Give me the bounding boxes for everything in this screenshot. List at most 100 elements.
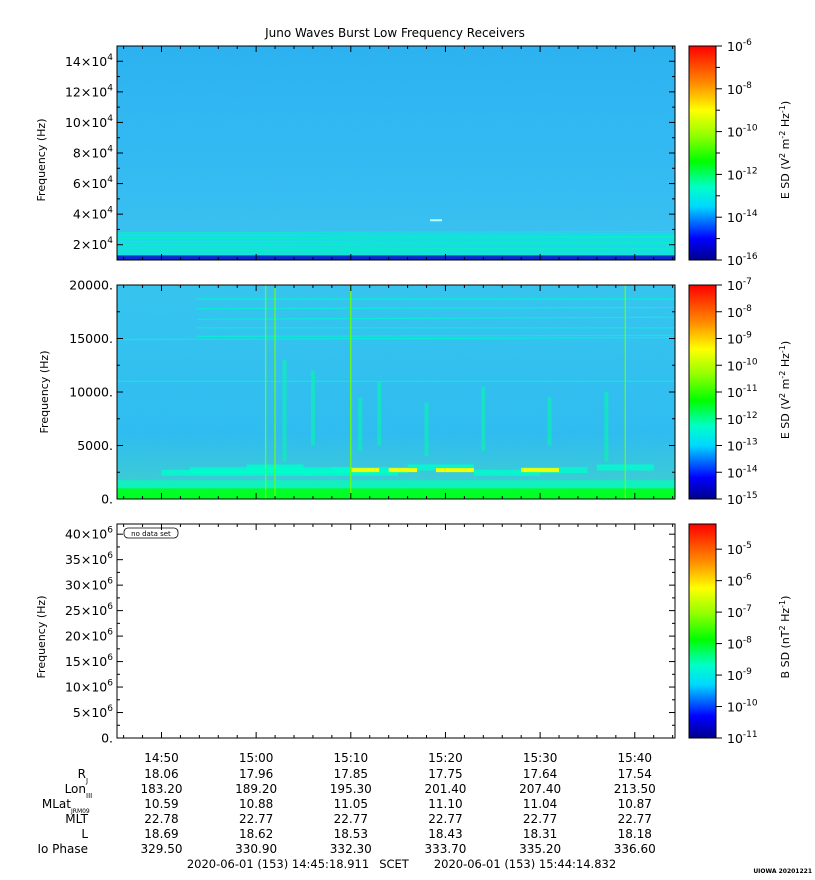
ephemeris-row-label: Io Phase <box>37 842 88 856</box>
ephemeris-value: 22.77 <box>239 812 273 826</box>
middle-vertical-streak <box>481 386 486 451</box>
ephemeris-value: 333.70 <box>424 842 466 856</box>
ephemeris-value: 10.59 <box>144 797 178 811</box>
y-tick-label: 14×104 <box>65 53 113 69</box>
footer-start-time: 2020-06-01 (153) 14:45:18.911 <box>187 857 369 871</box>
top-band-line <box>117 249 675 252</box>
ephemeris-value: 22.77 <box>334 812 368 826</box>
ephemeris-value: 17.75 <box>428 767 462 781</box>
colorbar-top-scale <box>688 45 717 261</box>
middle-spectrogram-noise <box>117 285 675 499</box>
colorbar-tick-label: 10-11 <box>727 730 758 746</box>
ephemeris-value: 18.69 <box>144 827 178 841</box>
colorbar-tick-label: 10-13 <box>727 438 758 454</box>
middle-vertical-streak <box>604 392 609 462</box>
middle-tone-line <box>196 316 675 320</box>
ephemeris-value: 17.64 <box>523 767 557 781</box>
ephemeris-row-label: L <box>81 827 88 841</box>
y-tick-label: 40×106 <box>65 526 113 542</box>
middle-low-band <box>117 488 675 499</box>
colorbar-bottom-label: B SD (nT2 Hz-1) <box>778 596 792 679</box>
top-band-line <box>117 237 675 240</box>
colorbar-tick-label: 10-14 <box>727 209 758 225</box>
colorbar-tick-label: 10-12 <box>727 411 758 427</box>
ephemeris-row-label: Lon <box>65 782 86 796</box>
top-band-line <box>117 247 675 250</box>
ephemeris-value: 18.53 <box>334 827 368 841</box>
ephemeris-value: 11.05 <box>334 797 368 811</box>
y-tick-label: 10×104 <box>65 114 113 130</box>
middle-emission-burst <box>521 468 560 473</box>
colorbar-tick-label: 10-9 <box>727 667 752 683</box>
ephemeris-row-label: MLT <box>65 812 88 826</box>
middle-emission-band <box>473 469 541 476</box>
middle-emission-burst <box>350 468 380 473</box>
x-tick-label: 15:10 <box>334 751 369 765</box>
top-band-line <box>117 241 675 244</box>
y-tick-label: 8×104 <box>73 145 113 161</box>
ephemeris-row-sub: JRM09 <box>70 808 90 815</box>
top-low-trough <box>117 255 675 260</box>
y-tick-label: 5×106 <box>73 704 113 720</box>
middle-emission-burst <box>388 468 418 473</box>
ephemeris-value: 329.50 <box>140 842 182 856</box>
bottom-y-axis: 40×106 35×106 30×106 25×106 20×106 15×106 10×1… <box>65 526 675 746</box>
figure-title: Juno Waves Burst Low Frequency Receivers <box>264 26 525 40</box>
y-tick-label: 15×106 <box>65 653 113 669</box>
colorbar-tick-label: 10-10 <box>727 357 758 373</box>
ephemeris-value: 189.20 <box>235 782 277 796</box>
ephemeris-row-sub: J <box>85 777 88 785</box>
colorbar-tick-label: 10-8 <box>727 304 752 320</box>
no-data-note: no data set <box>131 530 171 538</box>
ephemeris-value: 213.50 <box>614 782 656 796</box>
ephemeris-value: 336.60 <box>614 842 656 856</box>
middle-low-band-edge <box>117 480 675 489</box>
ephemeris-row-sub: III <box>86 792 92 800</box>
y-tick-label: 0. <box>101 492 113 507</box>
colorbar-tick-label: 10-11 <box>727 384 758 400</box>
y-tick-label: 10×106 <box>65 679 113 695</box>
ephemeris-value: 22.77 <box>618 812 652 826</box>
ephemeris-value: 11.10 <box>428 797 462 811</box>
top-y-axis-label: Frequency (Hz) <box>35 119 48 202</box>
panel-bottom-spectrogram: no data set 40×106 35×106 30×106 25×106 20×1… <box>35 523 676 746</box>
y-tick-label: 35×106 <box>65 551 113 567</box>
y-tick-label: 6×104 <box>73 175 113 191</box>
middle-emission-burst <box>435 468 474 473</box>
ephemeris-value: 18.43 <box>428 827 462 841</box>
top-band-line <box>117 235 675 237</box>
ephemeris-value: 18.62 <box>239 827 273 841</box>
middle-vertical-streak <box>377 381 382 446</box>
ephemeris-value: 18.06 <box>144 767 178 781</box>
colorbar-tick-label: 10-10 <box>727 699 758 715</box>
colorbar-tick-label: 10-7 <box>727 277 752 293</box>
colorbar-tick-label: 10-14 <box>727 464 758 480</box>
ephemeris-row-label: R <box>78 767 86 781</box>
top-blip <box>429 219 442 222</box>
colorbar-tick-label: 10-16 <box>727 252 758 268</box>
y-tick-label: 10000. <box>69 385 113 400</box>
footer-end-time: 2020-06-01 (153) 15:44:14.832 <box>434 857 616 871</box>
colorbar-tick-label: 10-6 <box>727 38 752 54</box>
x-tick-label: 14:50 <box>144 751 179 765</box>
x-tick-label: 15:20 <box>428 751 463 765</box>
ephemeris-value: 207.40 <box>519 782 561 796</box>
top-spectrogram-features <box>117 219 675 260</box>
ephemeris-row-label: MLat <box>42 797 71 811</box>
colorbar-tick-label: 10-5 <box>727 541 752 557</box>
top-y-axis: 2×104 4×104 6×104 8×104 10×104 12×104 14×104 <box>65 53 675 252</box>
y-tick-label: 30×106 <box>65 577 113 593</box>
colorbar-tick-label: 10-15 <box>727 491 758 507</box>
colorbar-bottom-scale <box>688 523 717 739</box>
middle-vertical-streak <box>358 397 363 451</box>
colorbar-top-label: E SD (V2 m-2 Hz-1) <box>778 101 792 199</box>
y-tick-label: 4×104 <box>73 206 113 222</box>
colorbar-tick-label: 10-12 <box>727 166 758 182</box>
colorbar-tick-label: 10-8 <box>727 636 752 652</box>
ephemeris-value: 335.20 <box>519 842 561 856</box>
footer-scet-label: SCET <box>379 857 410 871</box>
y-tick-label: 2×104 <box>73 236 113 252</box>
ephemeris-value: 22.77 <box>523 812 557 826</box>
x-tick-label: 15:40 <box>617 751 652 765</box>
